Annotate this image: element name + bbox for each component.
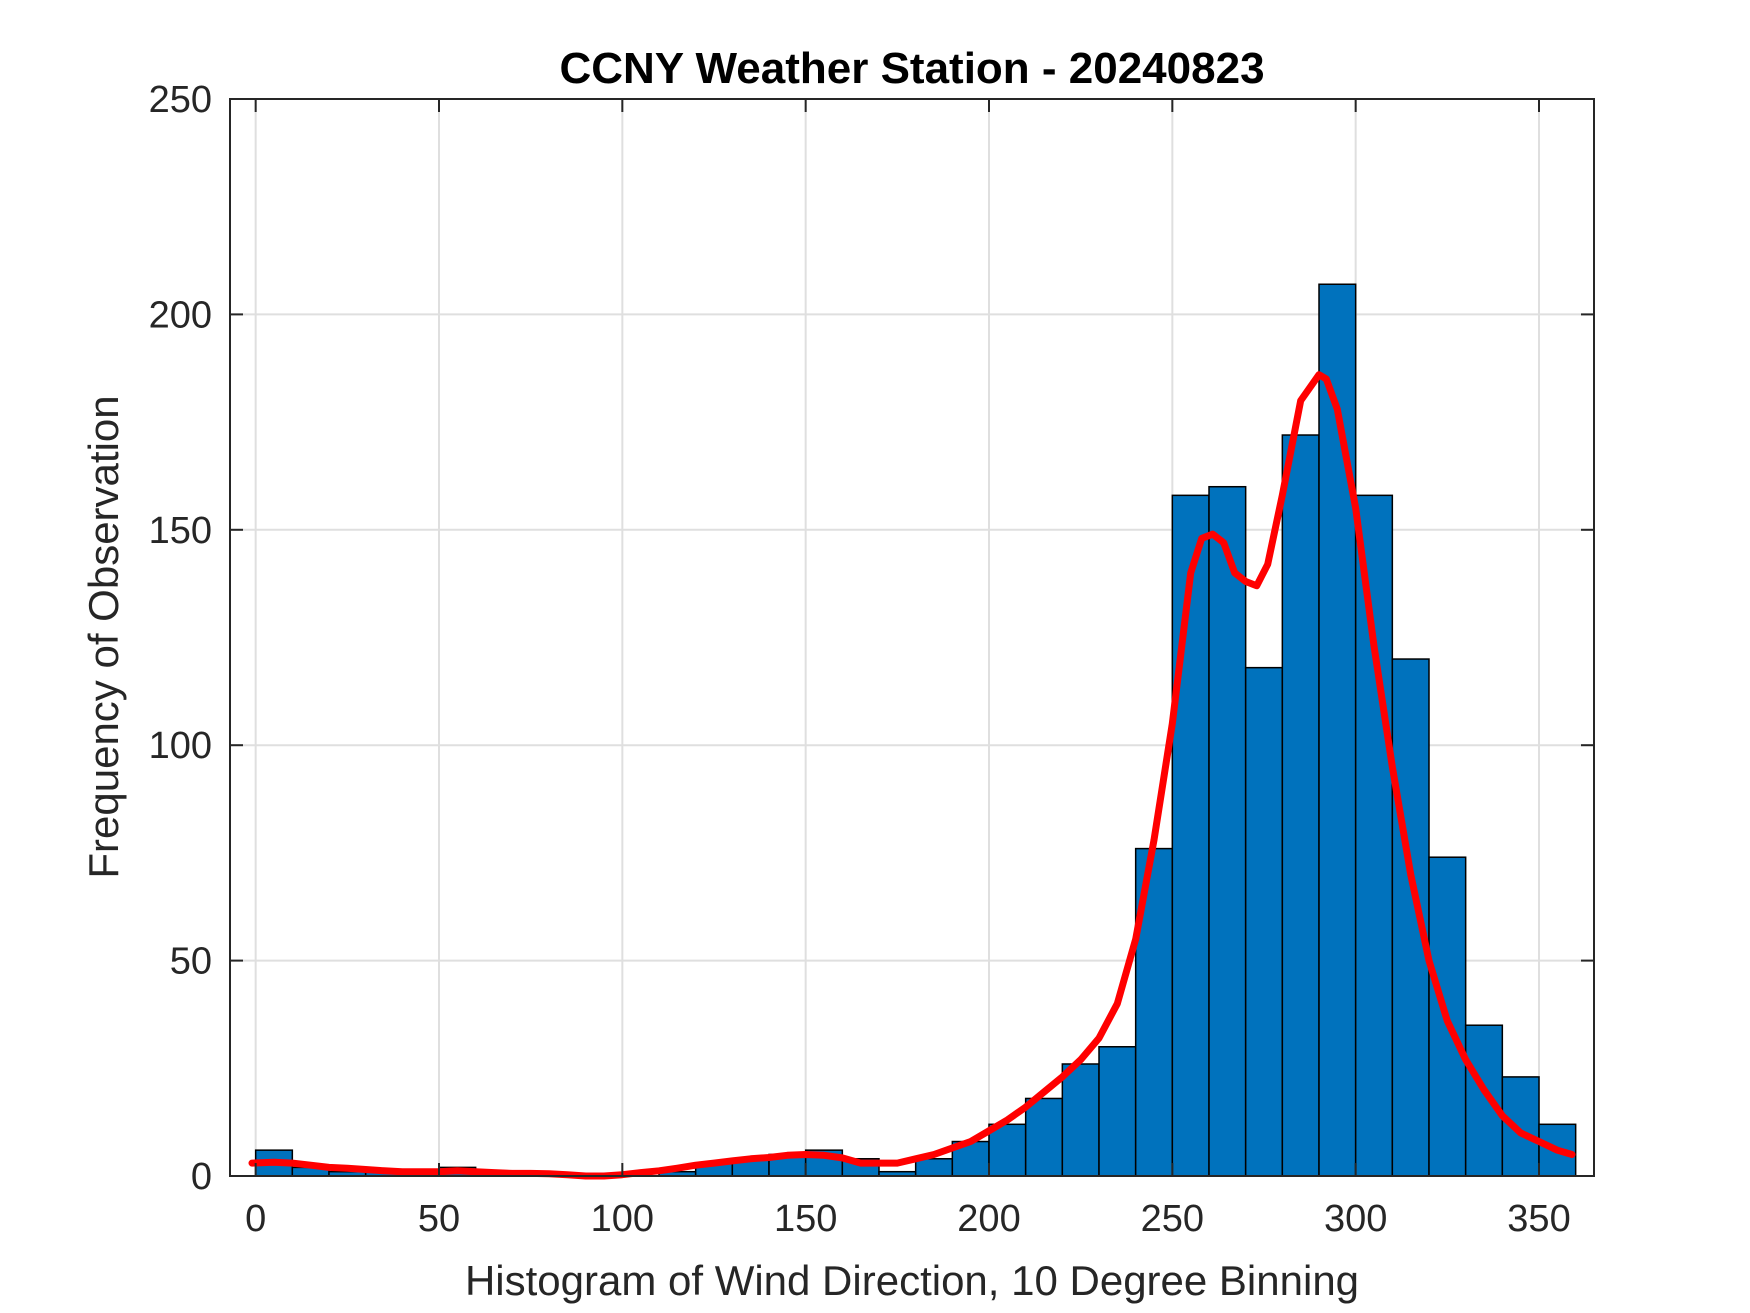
histogram-bar: [1354, 494, 1394, 1177]
plot-frame: [229, 98, 1595, 1177]
x-tick-label: 50: [418, 1198, 460, 1240]
x-tick-label: 150: [774, 1198, 837, 1240]
histogram-bar: [1244, 666, 1284, 1177]
x-tick-label: 300: [1324, 1198, 1387, 1240]
chart-title: CCNY Weather Station - 20240823: [559, 44, 1264, 93]
line-layer: [248, 371, 1576, 1180]
y-tick-label: 200: [149, 294, 212, 336]
x-tick-label: 0: [245, 1198, 266, 1240]
histogram-bar: [1208, 485, 1247, 1177]
x-tick-label: 250: [1141, 1198, 1204, 1240]
histogram-bar: [1391, 658, 1430, 1177]
y-tick-label: 250: [149, 79, 212, 121]
density-fit-line: [248, 371, 1576, 1180]
histogram-bar: [1098, 1046, 1137, 1177]
x-tick-label: 200: [957, 1198, 1020, 1240]
x-tick-label: 350: [1507, 1198, 1570, 1240]
ticks-layer: [230, 98, 1594, 1177]
x-tick-label: 100: [591, 1198, 654, 1240]
histogram-bar: [1171, 494, 1210, 1177]
y-tick-label: 150: [149, 510, 212, 552]
y-axis-label: Frequency of Observation: [80, 395, 127, 878]
histogram-bar: [1281, 434, 1320, 1177]
y-tick-label: 50: [170, 941, 212, 983]
bars-layer: [254, 283, 1577, 1177]
histogram-bar: [1501, 1076, 1540, 1177]
histogram-bar: [1464, 1024, 1504, 1177]
x-axis-label: Histogram of Wind Direction, 10 Degree B…: [465, 1257, 1359, 1304]
x-tick-labels: 0 50 100 150 200 250 300 350: [245, 1198, 1571, 1240]
histogram-bar: [1024, 1097, 1064, 1177]
histogram-bar: [1061, 1063, 1100, 1177]
y-tick-label: 100: [149, 725, 212, 767]
y-tick-labels: 0 50 100 150 200 250: [149, 79, 212, 1198]
histogram-bar: [988, 1123, 1027, 1177]
y-tick-label: 0: [191, 1156, 212, 1198]
histogram-bar: [914, 1158, 954, 1177]
